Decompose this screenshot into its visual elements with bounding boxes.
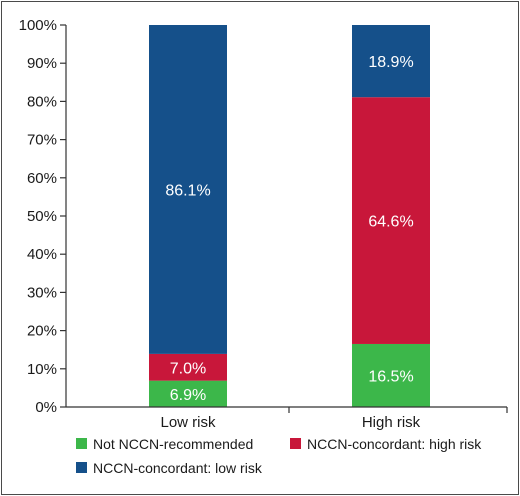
y-tick-label: 100% xyxy=(19,17,57,34)
category-label: Low risk xyxy=(160,414,216,431)
legend-item: NCCN-concordant: high risk xyxy=(290,436,482,452)
legend-label: NCCN-concordant: high risk xyxy=(307,436,482,452)
y-tick-label: 20% xyxy=(27,323,57,340)
y-tick-label: 30% xyxy=(27,284,57,301)
data-label: 64.6% xyxy=(368,214,413,231)
data-label: 86.1% xyxy=(165,182,210,199)
legend-swatch xyxy=(76,462,87,473)
legend-label: Not NCCN-recommended xyxy=(93,436,253,452)
y-tick-label: 90% xyxy=(27,55,57,72)
axes-group: 0% 10% 20% 30% 40% 50% 60% 70% 80% 90% 100% xyxy=(19,17,508,416)
data-label: 7.0% xyxy=(170,360,206,377)
legend-item: NCCN-concordant: low risk xyxy=(76,460,263,476)
bar-segment xyxy=(352,25,430,98)
data-label: 16.5% xyxy=(368,368,413,385)
y-tick-label: 40% xyxy=(27,246,57,263)
bar-segment xyxy=(352,97,430,344)
bar-segment xyxy=(149,353,227,381)
data-label: 6.9% xyxy=(170,387,206,404)
legend-swatch xyxy=(290,438,301,449)
data-label: 18.9% xyxy=(368,54,413,71)
y-tick-label: 60% xyxy=(27,170,57,187)
bar-segment xyxy=(149,380,227,407)
category-label: High risk xyxy=(362,414,421,431)
labels-group: 6.9% 7.0% 86.1% Low risk 16.5% 64.6% 18.9% High… xyxy=(160,54,420,431)
legend-label: NCCN-concordant: low risk xyxy=(93,460,263,476)
y-tick-label: 80% xyxy=(27,93,57,110)
y-tick-label: 0% xyxy=(35,399,57,416)
bars-group xyxy=(149,25,430,407)
bar-segment xyxy=(352,343,430,407)
y-tick-label: 50% xyxy=(27,208,57,225)
legend-item: Not NCCN-recommended xyxy=(76,436,253,452)
bar-segment xyxy=(149,25,227,354)
y-tick-label: 10% xyxy=(27,361,57,378)
legend-swatch xyxy=(76,438,87,449)
legend: Not NCCN-recommended NCCN-concordant: hig… xyxy=(76,436,482,476)
y-tick-label: 70% xyxy=(27,132,57,149)
